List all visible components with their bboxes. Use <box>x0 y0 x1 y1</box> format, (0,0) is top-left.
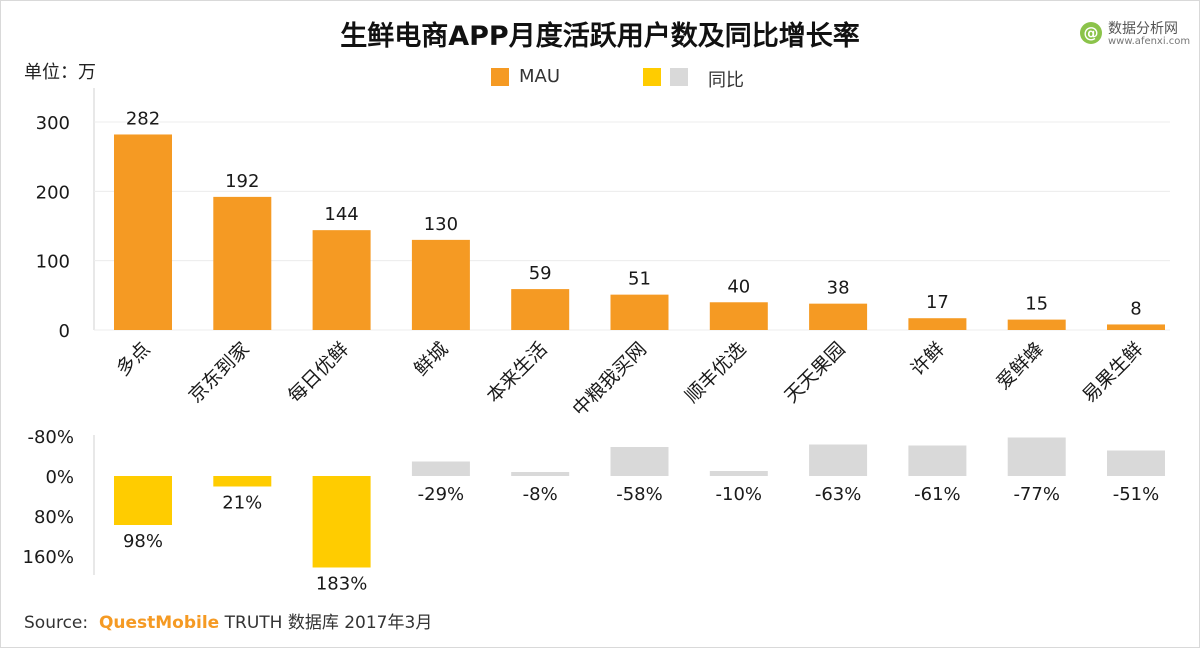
source-note: Source: QuestMobile TRUTH 数据库 2017年3月 <box>24 608 432 633</box>
legend-label-yoy: 同比 <box>708 70 744 91</box>
mau-data-label: 130 <box>424 214 458 235</box>
top-tick-label: 100 <box>36 252 70 273</box>
yoy-bar <box>114 476 172 525</box>
source-brand: QuestMobile <box>98 613 220 633</box>
legend-swatch-mau <box>491 68 509 86</box>
category-label: 爱鲜蜂 <box>992 338 1048 394</box>
mau-bar <box>114 134 172 330</box>
yoy-data-label: 21% <box>222 493 262 514</box>
category-label: 天天果园 <box>780 338 849 407</box>
mau-data-label: 192 <box>225 171 259 192</box>
yoy-bar <box>610 447 669 476</box>
yoy-data-label: -29% <box>418 484 465 505</box>
logo-url: www.afenxi.com <box>1108 36 1191 47</box>
yoy-bar <box>709 471 768 476</box>
category-label: 中粮我买网 <box>568 338 651 421</box>
yoy-data-label: -58% <box>616 484 663 505</box>
category-label: 顺丰优选 <box>681 338 750 407</box>
mau-data-label: 282 <box>126 108 160 129</box>
mau-bar <box>511 289 570 330</box>
unit-label: 单位：万 <box>24 62 96 83</box>
logo-name: 数据分析网 <box>1108 21 1178 37</box>
yoy-bar <box>1007 437 1066 476</box>
yoy-bar <box>213 476 272 487</box>
yoy-data-label: -77% <box>1013 484 1060 505</box>
mau-data-label: 15 <box>1025 294 1048 315</box>
mau-data-label: 8 <box>1130 298 1141 319</box>
category-label: 多点 <box>112 338 154 380</box>
mau-bar <box>213 196 272 330</box>
legend-swatch-yoy-positive <box>643 68 661 86</box>
mau-data-label: 144 <box>324 204 358 225</box>
site-logo: @ 数据分析网 www.afenxi.com <box>1080 18 1192 50</box>
yoy-data-label: -63% <box>815 484 862 505</box>
mau-bar <box>908 318 967 330</box>
mau-bar <box>1007 319 1066 330</box>
mau-bar <box>709 302 768 330</box>
mau-data-label: 51 <box>628 269 651 290</box>
mau-bar <box>411 239 470 330</box>
yoy-bar <box>312 476 371 568</box>
yoy-data-label: 183% <box>316 574 367 595</box>
yoy-data-label: -61% <box>914 484 961 505</box>
category-label: 本来生活 <box>482 338 551 407</box>
mau-data-label: 38 <box>827 278 850 299</box>
yoy-bar <box>511 472 570 476</box>
yoy-data-label: 98% <box>123 531 163 552</box>
yoy-bar <box>1107 450 1165 476</box>
yoy-bar <box>809 444 868 476</box>
category-label: 鲜城 <box>410 338 452 380</box>
mau-bar <box>610 294 669 330</box>
source-rest: TRUTH 数据库 2017年3月 <box>224 613 433 633</box>
top-tick-label: 200 <box>36 182 70 203</box>
category-label: 许鲜 <box>906 338 948 380</box>
source-prefix: Source: <box>24 613 89 633</box>
chart-title: 生鲜电商APP月度活跃用户数及同比增长率 <box>340 21 860 52</box>
yoy-data-label: -51% <box>1113 484 1160 505</box>
category-label: 易果生鲜 <box>1078 338 1147 407</box>
bottom-tick-label: 160% <box>23 547 74 568</box>
logo-mark: @ <box>1080 22 1102 44</box>
top-tick-label: 300 <box>36 113 70 134</box>
bottom-tick-label: 80% <box>34 507 74 528</box>
mau-data-label: 17 <box>926 292 949 313</box>
mau-data-label: 40 <box>727 276 750 297</box>
yoy-data-label: -10% <box>716 484 763 505</box>
mau-bar <box>1107 324 1165 330</box>
yoy-data-label: -8% <box>523 484 558 505</box>
category-label: 每日优鲜 <box>284 338 353 407</box>
bottom-tick-label: 0% <box>45 467 74 488</box>
category-label: 京东到家 <box>185 338 254 407</box>
legend-label-mau: MAU <box>519 66 561 87</box>
mau-bar <box>809 303 868 330</box>
legend-swatch-yoy-negative <box>670 68 688 86</box>
mau-data-label: 59 <box>529 263 552 284</box>
bottom-tick-label: -80% <box>27 427 74 448</box>
top-tick-label: 0 <box>59 321 70 342</box>
yoy-bar <box>908 445 967 476</box>
yoy-bar <box>411 461 470 476</box>
mau-bar <box>312 230 371 330</box>
